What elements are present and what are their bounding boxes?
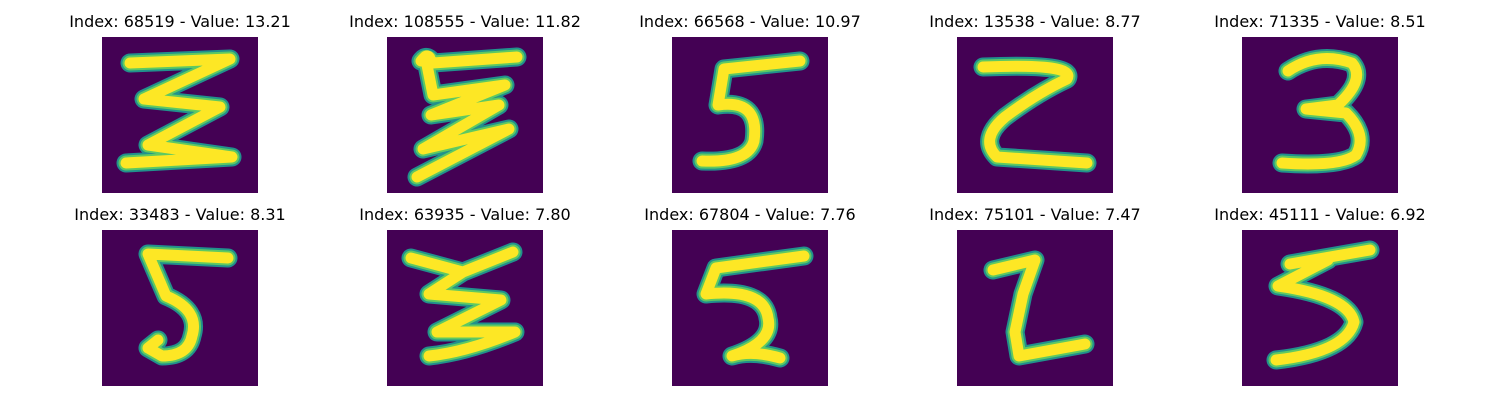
panel-title: Index: 13538 - Value: 8.77 [929, 12, 1141, 31]
stroke-core [120, 53, 238, 169]
sample-panel: Index: 71335 - Value: 8.51 [1175, 11, 1465, 201]
sample-panel: Index: 67804 - Value: 7.76 [605, 204, 895, 394]
stroke-core [700, 250, 810, 364]
stroke-core [1270, 244, 1376, 366]
stroke-core [142, 248, 234, 362]
stroke-core [696, 55, 806, 167]
panel-title: Index: 68519 - Value: 13.21 [69, 12, 291, 31]
sample-panel: Index: 75101 - Value: 7.47 [890, 204, 1180, 394]
stroke-core [987, 254, 1091, 362]
digit-2-sample-icon [957, 37, 1113, 193]
stroke-loop [418, 50, 436, 68]
digit-3-sample-icon [387, 230, 543, 386]
sample-panel: Index: 45111 - Value: 6.92 [1175, 204, 1465, 394]
panel-title: Index: 45111 - Value: 6.92 [1214, 205, 1426, 224]
digit-5-sample-icon [102, 230, 258, 386]
sample-panel: Index: 66568 - Value: 10.97 [605, 11, 895, 201]
sample-panel: Index: 108555 - Value: 11.82 [320, 11, 610, 201]
panel-title: Index: 71335 - Value: 8.51 [1214, 12, 1426, 31]
panel-title: Index: 63935 - Value: 7.80 [359, 205, 571, 224]
stroke-core [1276, 53, 1366, 170]
stroke-core [405, 246, 521, 362]
panel-title: Index: 108555 - Value: 11.82 [349, 12, 581, 31]
digit-5-sample-icon [672, 230, 828, 386]
digit-3-sample-icon [387, 37, 543, 193]
sample-panel: Index: 63935 - Value: 7.80 [320, 204, 610, 394]
digit-3-sample-icon [102, 37, 258, 193]
sample-panel: Index: 68519 - Value: 13.21 [35, 11, 325, 201]
digit-3-sample-icon [1242, 230, 1398, 386]
digit-2-sample-icon [957, 230, 1113, 386]
panel-title: Index: 33483 - Value: 8.31 [74, 205, 286, 224]
panel-title: Index: 66568 - Value: 10.97 [639, 12, 861, 31]
digit-5-sample-icon [672, 37, 828, 193]
stroke-core [977, 60, 1093, 169]
sample-panel: Index: 33483 - Value: 8.31 [35, 204, 325, 394]
panel-title: Index: 67804 - Value: 7.76 [644, 205, 856, 224]
panel-title: Index: 75101 - Value: 7.47 [929, 205, 1141, 224]
sample-panel: Index: 13538 - Value: 8.77 [890, 11, 1180, 201]
digit-3-sample-icon [1242, 37, 1398, 193]
